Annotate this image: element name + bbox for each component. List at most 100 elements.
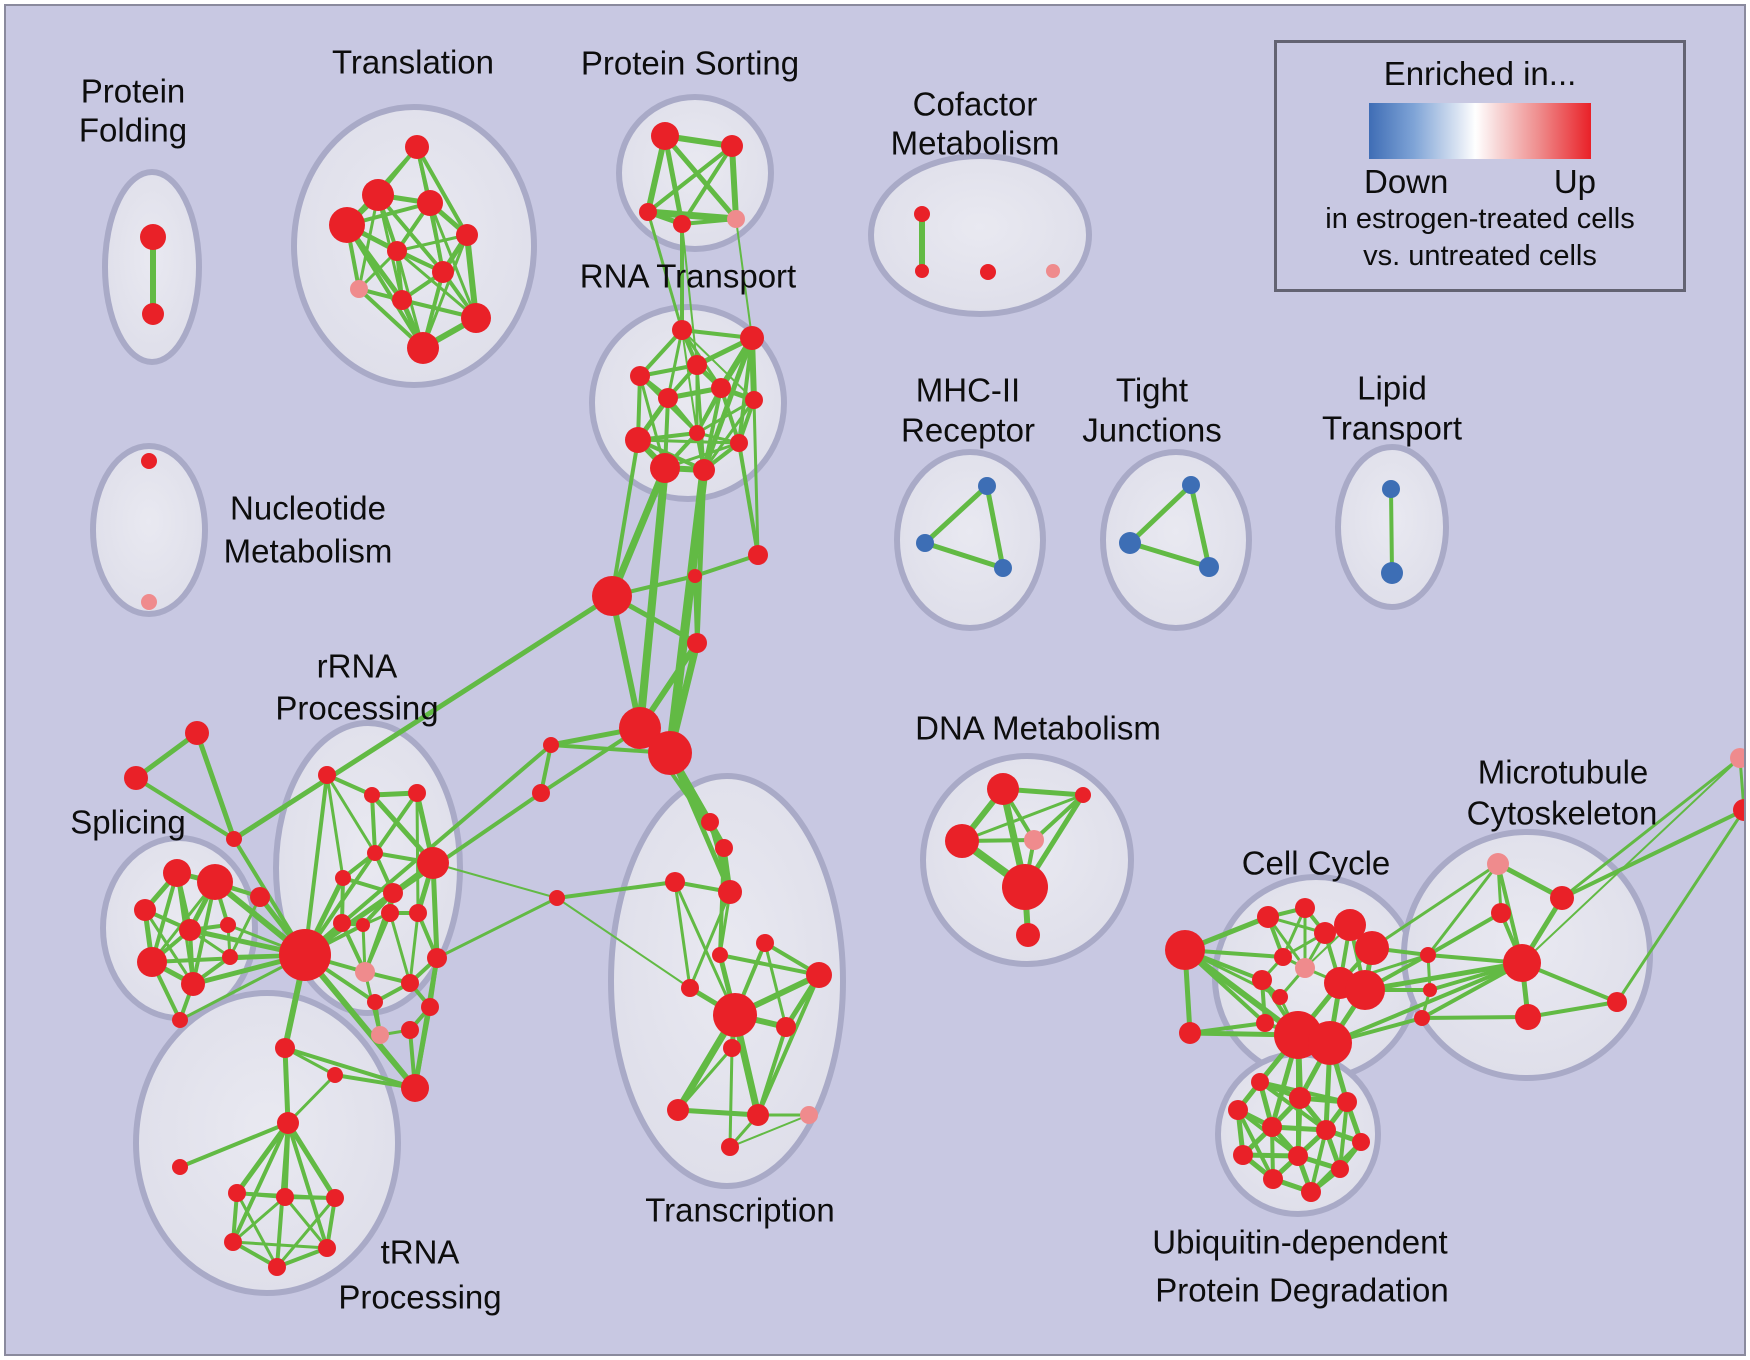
enrichment-edge: [415, 791, 420, 915]
enrichment-edge: [228, 895, 262, 959]
gene-set-node: [987, 773, 1019, 805]
gene-set-node: [461, 303, 491, 333]
enrichment-edge: [960, 793, 1085, 843]
enrichment-edge: [1420, 1015, 1530, 1020]
enrichment-edge: [373, 791, 419, 855]
gene-set-node: [1607, 992, 1627, 1012]
enrichment-edge: [1328, 961, 1524, 1045]
enrichment-edge: [636, 438, 741, 445]
enrichment-edge: [134, 776, 236, 841]
gene-set-node: [124, 766, 148, 790]
gene-set-node: [275, 1038, 295, 1058]
gene-set-node: [401, 1021, 419, 1039]
gene-set-node: [172, 1159, 188, 1175]
gene-set-node: [381, 904, 399, 922]
gene-set-node: [329, 207, 365, 243]
gene-set-node: [1252, 970, 1272, 990]
gene-set-node: [1382, 480, 1400, 498]
gene-set-node: [1199, 557, 1219, 577]
enrichment-edge: [231, 593, 615, 842]
cluster-label: Metabolism: [891, 125, 1060, 162]
gene-set-node: [364, 787, 380, 803]
cluster-boundary: [868, 153, 1092, 317]
gene-set-node: [693, 459, 715, 481]
enrichment-edge: [231, 1195, 287, 1244]
enrichment-edge: [421, 233, 469, 350]
gene-set-node: [1345, 970, 1385, 1010]
gene-set-node: [1730, 748, 1744, 768]
gene-set-node: [1503, 944, 1541, 982]
gene-set-node: [1256, 1014, 1274, 1032]
gene-set-node: [1165, 930, 1205, 970]
gene-set-node: [625, 427, 651, 453]
gene-set-node: [142, 303, 164, 325]
cluster-label: Receptor: [901, 412, 1035, 449]
enrichment-edge: [1127, 540, 1212, 570]
gene-set-node: [681, 979, 699, 997]
cluster-label: Splicing: [70, 804, 186, 841]
legend-up-label: Up: [1553, 163, 1596, 200]
gene-set-node: [978, 477, 996, 495]
enrichment-edge: [370, 793, 377, 855]
enrichment-edge: [1032, 793, 1085, 842]
enrichment-edge: [638, 328, 684, 378]
enrichment-edge: [693, 574, 699, 645]
legend-subtitle-line2: vs. untreated cells: [1363, 240, 1597, 272]
gene-set-node: [712, 947, 728, 963]
gene-set-node: [730, 434, 748, 452]
gene-set-node: [383, 883, 403, 903]
gene-set-node: [1274, 948, 1292, 966]
enrichment-edge: [752, 398, 760, 557]
gene-set-node: [715, 839, 733, 857]
cluster-label: Protein Sorting: [581, 45, 799, 82]
cluster-boundary: [920, 753, 1134, 967]
gene-set-node: [326, 1189, 344, 1207]
gene-set-node: [945, 824, 979, 858]
cluster-label: Ubiquitin-dependent: [1152, 1224, 1447, 1261]
gene-set-node: [723, 1039, 741, 1057]
enrichment-edge: [718, 846, 726, 957]
enrichment-edge: [662, 133, 685, 227]
enrichment-edge: [388, 911, 412, 985]
cluster-label: Cytoskeleton: [1467, 795, 1658, 832]
cluster-boundary: [894, 449, 1046, 631]
enrichment-edge: [681, 329, 755, 401]
enrichment-edge: [666, 328, 684, 400]
enrichment-edge: [194, 730, 237, 842]
gene-set-node: [727, 210, 745, 228]
cluster-label: Protein Degradation: [1155, 1272, 1449, 1309]
legend-gradient-bar: [1369, 103, 1591, 159]
legend-subtitle-line1: in estrogen-treated cells: [1325, 203, 1635, 235]
gene-set-node: [250, 887, 270, 907]
enrichment-edge: [608, 464, 669, 600]
gene-set-node: [800, 1106, 818, 1124]
gene-set-node: [350, 280, 368, 298]
enrichment-edge: [1426, 862, 1500, 957]
gene-set-node: [1491, 903, 1511, 923]
enrichment-edge: [695, 398, 756, 435]
gene-set-node: [407, 332, 439, 364]
gene-set-node: [185, 721, 209, 745]
gene-set-node: [362, 179, 394, 211]
gene-set-node: [401, 974, 419, 992]
gene-set-node: [687, 355, 707, 375]
gene-set-node: [409, 904, 427, 922]
enrichment-edge: [702, 398, 756, 472]
enrichment-edge: [1420, 961, 1524, 1020]
gene-set-node: [701, 813, 719, 831]
gene-set-node: [318, 1239, 336, 1257]
cluster-boundary: [1100, 449, 1252, 631]
enrichment-edge: [1560, 808, 1744, 900]
enrichment-edge: [673, 880, 692, 990]
enrichment-edge: [283, 1046, 417, 1090]
gene-set-node: [1046, 264, 1060, 278]
gene-set-node: [1179, 1022, 1201, 1044]
cluster-label: Folding: [79, 112, 187, 149]
gene-set-node: [718, 880, 742, 904]
gene-set-node: [172, 1012, 188, 1028]
gene-set-node: [367, 994, 383, 1010]
gene-set-node: [140, 224, 166, 250]
gene-set-node: [658, 388, 678, 408]
gene-set-node: [456, 224, 478, 246]
gene-set-node: [387, 241, 407, 261]
